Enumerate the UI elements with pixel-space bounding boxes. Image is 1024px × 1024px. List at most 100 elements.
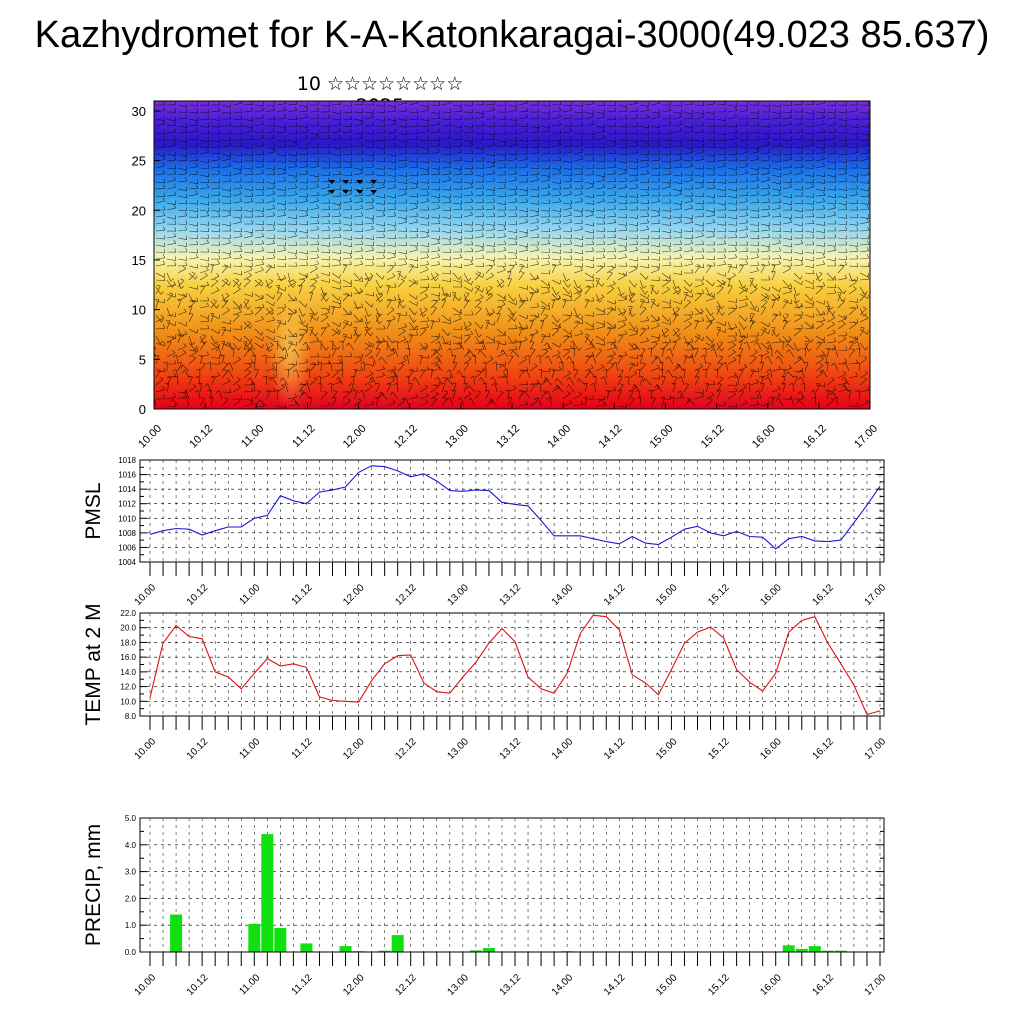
x-tick-label: 16.00 bbox=[758, 736, 784, 762]
x-tick-label: 16.00 bbox=[758, 582, 784, 608]
precip-bar bbox=[482, 948, 495, 952]
y-tick-label: 18.0 bbox=[120, 638, 136, 647]
precip-bar bbox=[300, 943, 313, 952]
y-tick-label: 1004 bbox=[118, 558, 136, 567]
x-tick-label: 12.12 bbox=[393, 736, 419, 762]
y-tick-label: 0 bbox=[139, 402, 146, 417]
x-tick-label: 11.00 bbox=[237, 972, 262, 997]
cross-section-panel: 0 5 10 15 20 25 30 10.00 10.12 11.00 11.12 12.00 12.… bbox=[132, 100, 880, 451]
precip-bar bbox=[261, 834, 274, 952]
y-tick-label: 1018 bbox=[118, 456, 136, 465]
x-tick-label: 10.00 bbox=[136, 423, 164, 451]
y-tick-label: 1010 bbox=[118, 514, 136, 523]
precip-bar bbox=[782, 945, 795, 952]
y-axis-label: PMSL bbox=[82, 482, 105, 539]
y-tick-label: 1.0 bbox=[125, 921, 137, 930]
x-tick-label: 11.00 bbox=[237, 582, 262, 607]
warm-core bbox=[540, 345, 660, 409]
x-tick-label: 14.12 bbox=[602, 582, 628, 608]
x-tick-label: 14.00 bbox=[545, 423, 573, 451]
x-tick-label: 16.12 bbox=[811, 972, 837, 998]
y-tick-label: 0.0 bbox=[125, 948, 137, 957]
y-tick-label: 5 bbox=[139, 352, 146, 367]
barb-flag bbox=[370, 180, 377, 184]
x-tick-label: 13.00 bbox=[446, 972, 472, 998]
x-tick-label: 12.00 bbox=[341, 972, 367, 998]
axes: 8.0 10.0 12.0 14.0 16.0 18.0 20.0 22.0 10.00 10.1… bbox=[120, 609, 888, 762]
barb-flag bbox=[342, 180, 349, 184]
precip-bar bbox=[274, 927, 287, 952]
pmsl-panel: 1004 1006 1008 1010 1012 1014 1016 1018 10.00 10.… bbox=[82, 456, 888, 608]
x-tick-label: 13.00 bbox=[446, 582, 472, 608]
precip-bar bbox=[391, 935, 404, 952]
warm-core bbox=[154, 340, 270, 409]
x-tick-label: 11.12 bbox=[290, 972, 315, 997]
x-tick-label: 11.12 bbox=[290, 736, 315, 761]
x-tick-label: 10.00 bbox=[133, 736, 159, 762]
x-tick-label: 12.00 bbox=[341, 736, 367, 762]
x-tick-label: 15.12 bbox=[706, 972, 732, 998]
precip-panel: 0.0 1.0 2.0 3.0 4.0 5.0 10.00 10.12 11.00 11.12 12… bbox=[82, 814, 888, 998]
x-tick-label: 11.00 bbox=[237, 736, 262, 761]
barb-flag bbox=[356, 180, 363, 184]
y-tick-label: 2.0 bbox=[125, 894, 137, 903]
y-tick-label: 25 bbox=[132, 154, 146, 169]
x-tick-label: 12.12 bbox=[392, 423, 420, 451]
y-axis-label: TEMP at 2 M bbox=[82, 603, 105, 725]
y-tick-label: 4.0 bbox=[125, 841, 137, 850]
x-tick-label: 10.12 bbox=[185, 972, 211, 998]
y-tick-label: 15 bbox=[132, 253, 146, 268]
y-tick-label: 20 bbox=[132, 203, 146, 218]
x-tick-label: 15.12 bbox=[706, 736, 732, 762]
axes: 1004 1006 1008 1010 1012 1014 1016 1018 10.00 10.… bbox=[118, 456, 888, 608]
precip-bar bbox=[821, 950, 834, 952]
y-tick-label: 3.0 bbox=[125, 868, 137, 877]
precip-bar bbox=[808, 946, 821, 952]
axes: 0.0 1.0 2.0 3.0 4.0 5.0 10.00 10.12 11.00 11.12 12… bbox=[125, 814, 889, 998]
x-tick-label: 16.12 bbox=[811, 736, 837, 762]
x-tick-label: 11.12 bbox=[290, 423, 317, 450]
precip-bar bbox=[378, 950, 391, 952]
y-tick-label: 1006 bbox=[118, 543, 136, 552]
precip-bar bbox=[834, 950, 847, 952]
y-tick-label: 8.0 bbox=[125, 712, 137, 721]
y-tick-label: 10 bbox=[132, 303, 146, 318]
x-tick-label: 12.00 bbox=[341, 582, 367, 608]
y-tick-label: 14.0 bbox=[120, 668, 136, 677]
x-tick-label: 12.12 bbox=[393, 972, 419, 998]
x-tick-label: 17.00 bbox=[863, 972, 889, 998]
chart-title: Kazhydromet for K-A-Katonkaragai-3000(49… bbox=[34, 14, 990, 56]
y-tick-label: 5.0 bbox=[125, 814, 137, 823]
y-tick-label: 20.0 bbox=[120, 624, 136, 633]
panel-frame bbox=[139, 459, 885, 563]
grid bbox=[140, 612, 884, 717]
x-tick-label: 15.00 bbox=[654, 972, 680, 998]
x-tick-label: 15.12 bbox=[699, 423, 727, 451]
x-tick-label: 13.12 bbox=[498, 582, 524, 608]
x-tick-label: 17.00 bbox=[863, 736, 889, 762]
x-tick-label: 10.12 bbox=[185, 736, 211, 762]
y-tick-label: 1012 bbox=[118, 500, 136, 509]
x-tick-label: 13.12 bbox=[498, 972, 524, 998]
grid bbox=[140, 459, 884, 563]
x-tick-label: 16.12 bbox=[811, 582, 837, 608]
y-tick-label: 22.0 bbox=[120, 609, 136, 618]
x-tick-label: 11.12 bbox=[290, 582, 315, 607]
y-axis-label: PRECIP, mm bbox=[82, 824, 105, 946]
precip-bar bbox=[795, 948, 808, 952]
y-tick-label: 1008 bbox=[118, 529, 136, 538]
x-tick-label: 15.00 bbox=[654, 736, 680, 762]
x-tick-label: 14.00 bbox=[550, 972, 576, 998]
y-tick-label: 10.0 bbox=[120, 697, 136, 706]
x-tick-label: 12.12 bbox=[393, 582, 419, 608]
x-tick-label: 14.00 bbox=[550, 736, 576, 762]
x-tick-label: 17.00 bbox=[863, 582, 889, 608]
barb-flag bbox=[370, 190, 377, 194]
x-tick-label: 16.12 bbox=[801, 423, 829, 451]
x-tick-label: 14.12 bbox=[596, 423, 624, 451]
x-tick-label: 14.12 bbox=[602, 972, 628, 998]
barb-flag bbox=[328, 190, 335, 194]
series-line bbox=[149, 465, 881, 550]
barb-flag bbox=[342, 190, 349, 194]
